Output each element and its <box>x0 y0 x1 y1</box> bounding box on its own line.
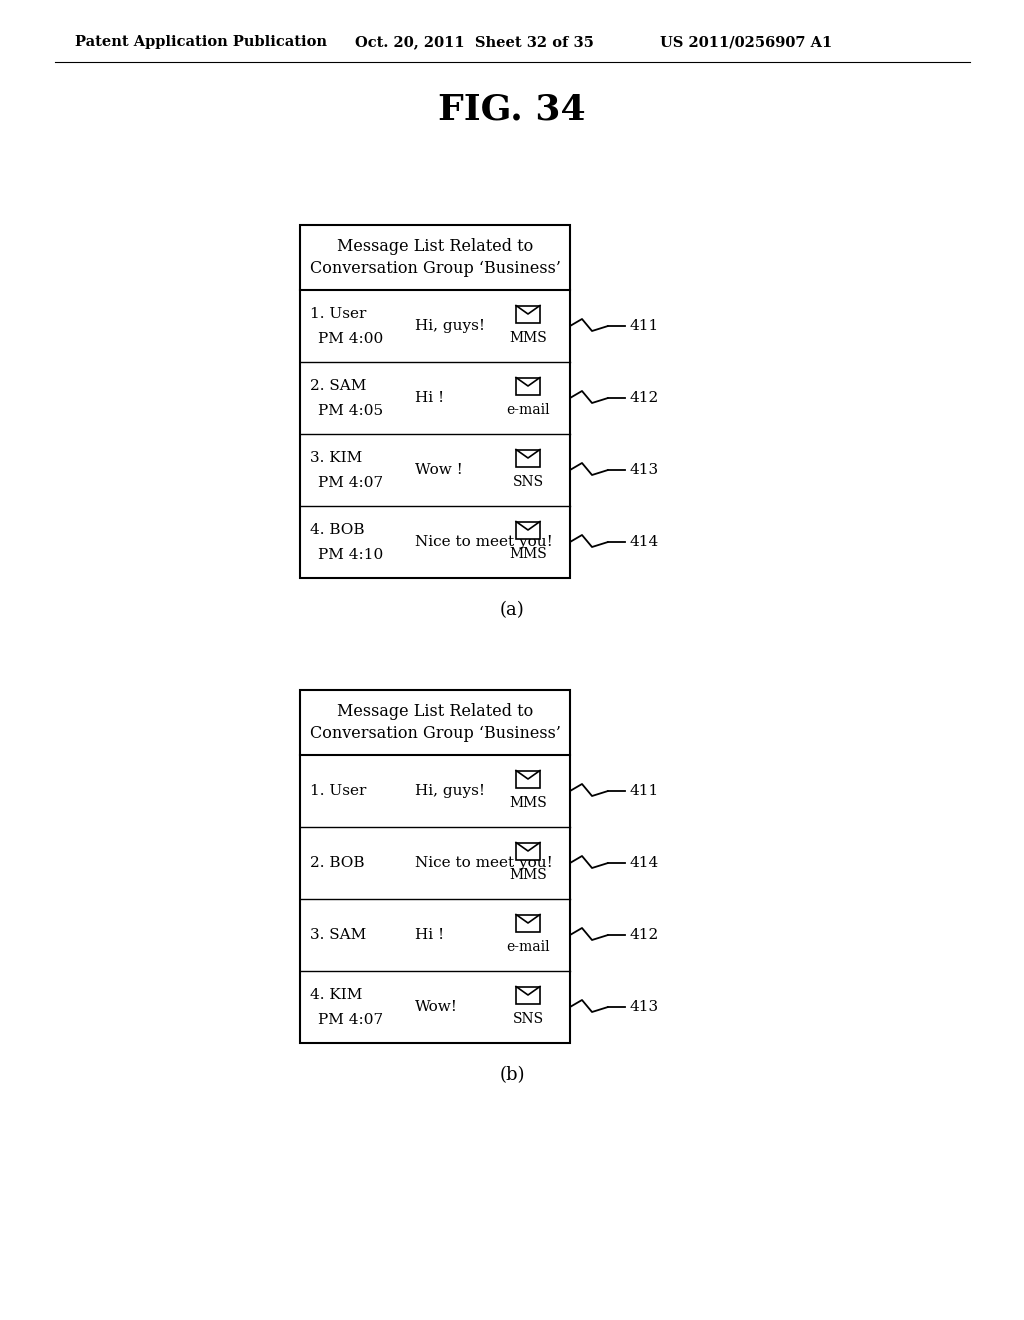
Bar <box>516 521 540 539</box>
Text: (a): (a) <box>500 601 524 619</box>
Text: 4. KIM: 4. KIM <box>310 987 362 1002</box>
Text: 1. User: 1. User <box>310 784 367 799</box>
Text: SNS: SNS <box>512 1012 544 1026</box>
Text: PM 4:00: PM 4:00 <box>318 333 383 346</box>
Text: PM 4:10: PM 4:10 <box>318 548 383 562</box>
Text: e-mail: e-mail <box>506 940 550 954</box>
Text: 4. BOB: 4. BOB <box>310 523 365 537</box>
Text: Wow!: Wow! <box>415 1001 458 1014</box>
Text: PM 4:07: PM 4:07 <box>318 477 383 490</box>
Text: 412: 412 <box>629 928 658 942</box>
Text: FIG. 34: FIG. 34 <box>438 92 586 127</box>
Text: 413: 413 <box>629 1001 658 1014</box>
Text: 3. KIM: 3. KIM <box>310 451 362 465</box>
Bar <box>516 915 540 932</box>
Text: MMS: MMS <box>509 796 547 810</box>
Text: US 2011/0256907 A1: US 2011/0256907 A1 <box>660 36 833 49</box>
Text: Message List Related to
Conversation Group ‘Business’: Message List Related to Conversation Gro… <box>309 238 560 277</box>
Text: 411: 411 <box>629 319 658 333</box>
Text: Oct. 20, 2011  Sheet 32 of 35: Oct. 20, 2011 Sheet 32 of 35 <box>355 36 594 49</box>
Text: e-mail: e-mail <box>506 403 550 417</box>
Text: 414: 414 <box>629 535 658 549</box>
Text: Patent Application Publication: Patent Application Publication <box>75 36 327 49</box>
Text: 2. BOB: 2. BOB <box>310 855 365 870</box>
Text: Nice to meet you!: Nice to meet you! <box>415 535 553 549</box>
Text: 411: 411 <box>629 784 658 799</box>
Bar <box>516 842 540 859</box>
Text: Hi !: Hi ! <box>415 391 444 405</box>
Text: MMS: MMS <box>509 869 547 882</box>
Bar <box>516 986 540 1003</box>
Text: PM 4:05: PM 4:05 <box>318 404 383 418</box>
Text: Wow !: Wow ! <box>415 463 463 477</box>
Text: 413: 413 <box>629 463 658 477</box>
Bar <box>516 305 540 322</box>
Bar <box>516 378 540 395</box>
Text: Hi, guys!: Hi, guys! <box>415 784 485 799</box>
Text: 3. SAM: 3. SAM <box>310 928 367 942</box>
Bar <box>300 690 570 1043</box>
Bar <box>300 224 570 578</box>
Text: 412: 412 <box>629 391 658 405</box>
Text: Hi !: Hi ! <box>415 928 444 942</box>
Text: SNS: SNS <box>512 475 544 488</box>
Bar <box>516 771 540 788</box>
Text: 2. SAM: 2. SAM <box>310 379 367 393</box>
Text: MMS: MMS <box>509 546 547 561</box>
Text: 414: 414 <box>629 855 658 870</box>
Text: (b): (b) <box>500 1067 524 1084</box>
Text: MMS: MMS <box>509 331 547 345</box>
Text: PM 4:07: PM 4:07 <box>318 1012 383 1027</box>
Text: Message List Related to
Conversation Group ‘Business’: Message List Related to Conversation Gro… <box>309 702 560 742</box>
Bar <box>516 450 540 466</box>
Text: Hi, guys!: Hi, guys! <box>415 319 485 333</box>
Text: 1. User: 1. User <box>310 308 367 321</box>
Text: Nice to meet you!: Nice to meet you! <box>415 855 553 870</box>
